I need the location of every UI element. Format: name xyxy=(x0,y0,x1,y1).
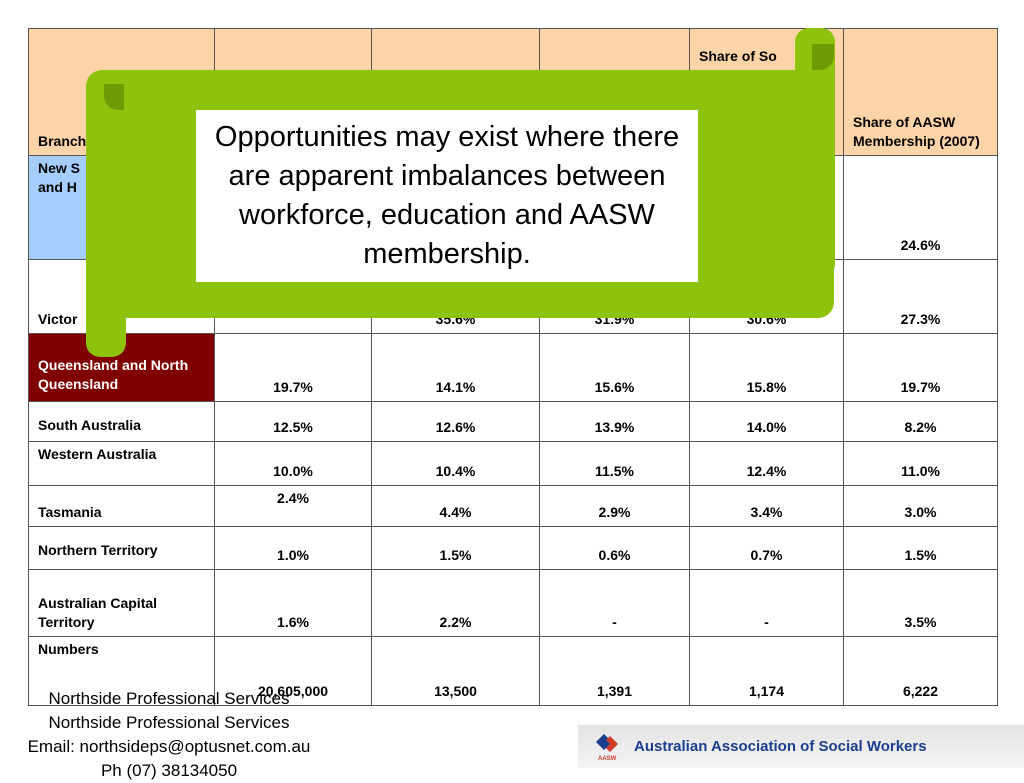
footer-contact: Northside Professional Services Northsid… xyxy=(0,687,338,783)
callout-box: Opportunities may exist where there are … xyxy=(196,110,698,282)
aasw-logo-text: Australian Association of Social Workers xyxy=(634,738,927,755)
table-cell: 6,222 xyxy=(843,636,998,706)
table-row: Numbers 20,605,000 13,500 1,391 1,174 6,… xyxy=(28,636,998,706)
table-cell: 3.4% xyxy=(689,485,844,527)
table-cell: 1,174 xyxy=(689,636,844,706)
header-aasw-membership: Share of AASW Membership (2007) xyxy=(843,28,998,156)
table-cell: 0.7% xyxy=(689,526,844,570)
table-cell: 14.0% xyxy=(689,401,844,442)
table-cell: 10.4% xyxy=(371,441,540,486)
table-cell: 2.4% xyxy=(214,485,372,527)
table-cell: 3.0% xyxy=(843,485,998,527)
table-row: Tasmania 2.4% 4.4% 2.9% 3.4% 3.0% xyxy=(28,485,998,527)
table-cell: 1.0% xyxy=(214,526,372,570)
table-cell: 1.5% xyxy=(843,526,998,570)
aasw-logo-icon: AASW xyxy=(596,733,618,762)
table-row: Western Australia 10.0% 10.4% 11.5% 12.4… xyxy=(28,441,998,486)
row-branch-numbers: Numbers xyxy=(28,636,215,706)
table-cell: - xyxy=(539,569,690,637)
table-row: Queensland and North Queensland 19.7% 14… xyxy=(28,333,998,402)
table-cell: 13,500 xyxy=(371,636,540,706)
row-branch-northern-territory: Northern Territory xyxy=(28,526,215,570)
row-branch-act: Australian Capital Territory xyxy=(28,569,215,637)
callout-text: Opportunities may exist where there are … xyxy=(214,121,680,270)
aasw-logo-bar: AASW Australian Association of Social Wo… xyxy=(578,725,1024,768)
table-row: Australian Capital Territory 1.6% 2.2% -… xyxy=(28,569,998,637)
table-row: South Australia 12.5% 12.6% 13.9% 14.0% … xyxy=(28,401,998,442)
table-cell: 12.4% xyxy=(689,441,844,486)
table-cell: 15.6% xyxy=(539,333,690,402)
table-cell: 1.6% xyxy=(214,569,372,637)
table-cell: 8.2% xyxy=(843,401,998,442)
footer-line: Northside Professional Services xyxy=(48,713,290,732)
table-cell: 1,391 xyxy=(539,636,690,706)
table-cell: 12.5% xyxy=(214,401,372,442)
table-cell: 15.8% xyxy=(689,333,844,402)
table-cell: - xyxy=(689,569,844,637)
table-cell: 12.6% xyxy=(371,401,540,442)
table-cell: 4.4% xyxy=(371,485,540,527)
table-cell: 0.6% xyxy=(539,526,690,570)
table-cell: 2.2% xyxy=(371,569,540,637)
row-branch-western-australia: Western Australia xyxy=(28,441,215,486)
table-cell: 11.0% xyxy=(843,441,998,486)
table-row: Northern Territory 1.0% 1.5% 0.6% 0.7% 1… xyxy=(28,526,998,570)
footer-line: Email: northsideps@optusnet.com.au xyxy=(27,737,311,756)
table-cell: 19.7% xyxy=(843,333,998,402)
table-cell: 13.9% xyxy=(539,401,690,442)
footer-line: Northside Professional Services xyxy=(48,689,290,708)
scroll-curl-right-tip xyxy=(812,44,834,70)
table-cell: 11.5% xyxy=(539,441,690,486)
table-cell: 3.5% xyxy=(843,569,998,637)
table-cell: 24.6% xyxy=(843,155,998,260)
table-cell: 27.3% xyxy=(843,259,998,334)
table-cell: 2.9% xyxy=(539,485,690,527)
table-cell: 10.0% xyxy=(214,441,372,486)
row-branch-south-australia: South Australia xyxy=(28,401,215,442)
scroll-curl-left-tip xyxy=(104,84,124,110)
logo-mark-label: AASW xyxy=(598,756,617,762)
table-cell: 1.5% xyxy=(371,526,540,570)
table-cell: 19.7% xyxy=(214,333,372,402)
table-cell: 14.1% xyxy=(371,333,540,402)
row-branch-tasmania: Tasmania xyxy=(28,485,215,527)
footer-line: Ph (07) 38134050 xyxy=(100,761,238,780)
